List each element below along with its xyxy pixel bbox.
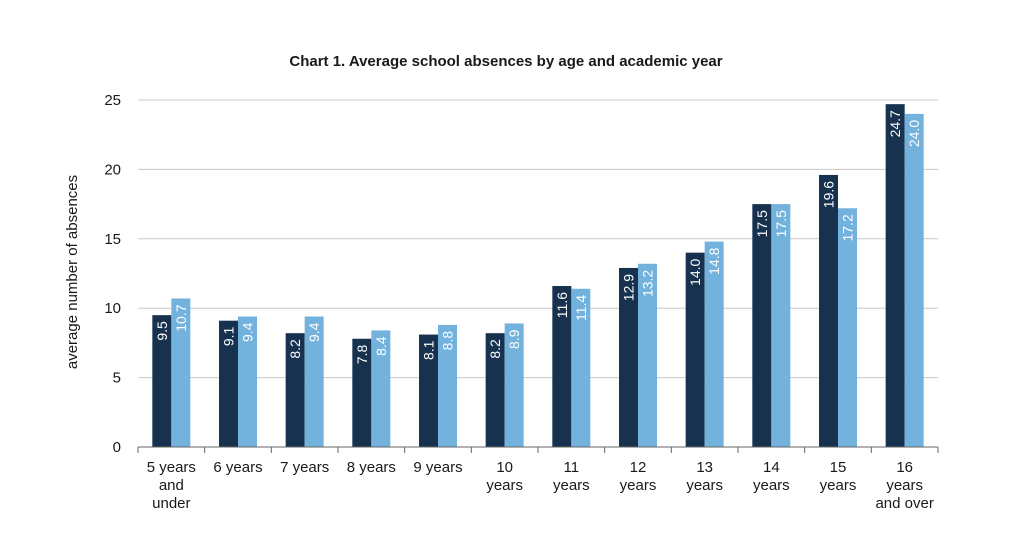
data-label: 9.4: [306, 322, 322, 342]
bar: [619, 267, 638, 447]
category-label-line: and over: [875, 495, 933, 512]
data-label: 17.5: [773, 210, 789, 237]
data-label: 14.8: [706, 247, 722, 274]
bar: [371, 330, 391, 447]
category-label-line: years: [486, 477, 523, 494]
category-label-line: 6 years: [213, 459, 262, 476]
bar: [704, 241, 724, 447]
category-label-line: years: [553, 477, 590, 494]
category-label: 13 years: [686, 459, 723, 494]
bar: [685, 252, 705, 447]
chart-title: Chart 1. Average school absences by age …: [289, 53, 722, 70]
bar: [485, 333, 505, 447]
category-label-line: and: [159, 477, 184, 494]
category-label: 6 years: [213, 459, 262, 476]
category-label-line: 12: [630, 459, 647, 476]
data-label: 11.4: [573, 295, 589, 321]
category-label-line: under: [152, 495, 190, 512]
category-label-line: 9 years: [413, 459, 462, 476]
bar: [752, 204, 772, 447]
y-tick-label: 25: [104, 92, 121, 109]
category-label-line: years: [886, 477, 923, 494]
category-label: 16 years and over: [875, 459, 933, 512]
bar: [838, 208, 857, 447]
category-label-line: 15: [830, 459, 847, 476]
y-tick-label: 5: [113, 370, 121, 387]
data-label: 8.2: [487, 339, 503, 359]
data-label: 9.4: [240, 322, 256, 342]
data-label: 12.9: [621, 274, 637, 301]
data-label: 7.8: [354, 345, 370, 365]
bar: [304, 316, 324, 447]
category-label-line: 16: [896, 459, 913, 476]
bar: [571, 288, 591, 447]
data-label: 13.2: [640, 270, 656, 297]
category-label-line: 11: [564, 459, 580, 476]
bar: [352, 338, 372, 447]
category-label: 9 years: [413, 459, 462, 476]
category-label-line: 13: [696, 459, 713, 476]
bar: [771, 204, 791, 447]
y-tick-label: 10: [104, 300, 121, 317]
category-label: 5 years and under: [147, 459, 196, 512]
y-tick-label: 20: [104, 161, 121, 178]
bar: [419, 334, 438, 447]
data-labels: 9.5 10.79.1 9.48.29.47.8 8.4 8.1 8.8 8.2 8.911.…: [154, 110, 922, 364]
category-label-line: years: [820, 477, 857, 494]
category-label-line: years: [753, 477, 790, 494]
category-label: 8 years: [347, 459, 396, 476]
bar: [638, 263, 657, 447]
data-label: 8.1: [421, 340, 437, 360]
category-label: 7 years: [280, 459, 329, 476]
bar: [885, 104, 905, 447]
bar: [152, 315, 172, 447]
data-label: 11.6: [554, 292, 570, 318]
y-tick-label: 0: [113, 439, 121, 456]
bar: [238, 316, 257, 447]
category-label: 10 years: [486, 459, 523, 494]
data-label: 19.6: [821, 181, 837, 208]
category-label-line: 5 years: [147, 459, 196, 476]
data-label: 17.5: [754, 210, 770, 237]
data-label: 14.0: [687, 258, 703, 285]
data-label: 8.2: [287, 339, 303, 359]
data-label: 10.7: [173, 304, 189, 331]
bar: [552, 285, 572, 447]
category-label: 12 years: [620, 459, 657, 494]
axes: 0 5 10 15 20 25 5 years and under 6 years 7 years 8…: [104, 92, 939, 512]
bars: [152, 104, 924, 447]
bar: [285, 333, 305, 447]
data-label: 8.8: [440, 331, 456, 351]
data-label: 24.0: [906, 120, 922, 147]
y-axis-label: average number of absences: [64, 175, 81, 369]
data-label: 24.7: [887, 110, 903, 137]
category-label-line: 14: [763, 459, 780, 476]
bar: [904, 113, 924, 447]
gridlines: [138, 99, 938, 379]
category-label-line: years: [620, 477, 657, 494]
data-label: 8.9: [506, 329, 522, 349]
bar: [819, 174, 838, 447]
category-label: 15 years: [820, 459, 857, 494]
bar: [219, 320, 238, 447]
data-label: 9.5: [154, 321, 170, 341]
bar: [171, 298, 191, 447]
category-label: 14 years: [753, 459, 790, 494]
y-tick-label: 15: [104, 231, 121, 248]
category-label-line: years: [686, 477, 723, 494]
category-label-line: 10: [496, 459, 513, 476]
data-label: 8.4: [373, 336, 389, 356]
data-label: 17.2: [840, 214, 856, 241]
category-label-line: 7 years: [280, 459, 329, 476]
category-label: 11 years: [553, 459, 590, 494]
bar: [504, 323, 524, 447]
category-label-line: 8 years: [347, 459, 396, 476]
data-label: 9.1: [221, 326, 237, 346]
bar: [438, 324, 457, 447]
